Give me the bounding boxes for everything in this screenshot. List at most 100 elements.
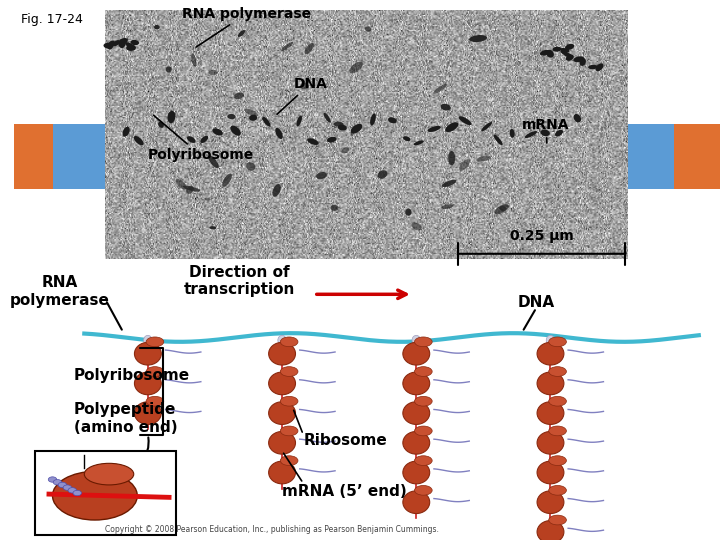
Ellipse shape: [493, 134, 503, 145]
Ellipse shape: [73, 490, 81, 496]
Ellipse shape: [442, 180, 456, 187]
Ellipse shape: [541, 130, 550, 136]
Ellipse shape: [204, 198, 211, 200]
Ellipse shape: [525, 131, 537, 138]
Ellipse shape: [560, 49, 567, 54]
Ellipse shape: [351, 124, 362, 133]
Ellipse shape: [118, 39, 126, 48]
Ellipse shape: [48, 477, 57, 482]
Text: RNA
polymerase: RNA polymerase: [9, 275, 109, 308]
Ellipse shape: [413, 140, 424, 145]
Ellipse shape: [68, 488, 76, 493]
Ellipse shape: [341, 147, 349, 153]
Ellipse shape: [580, 58, 586, 66]
Text: RNA polymerase: RNA polymerase: [182, 6, 311, 47]
Ellipse shape: [234, 92, 244, 99]
Ellipse shape: [222, 173, 232, 187]
Ellipse shape: [262, 117, 271, 126]
Ellipse shape: [146, 337, 163, 347]
Ellipse shape: [130, 40, 139, 45]
Ellipse shape: [546, 50, 554, 58]
Ellipse shape: [246, 162, 256, 171]
Ellipse shape: [269, 372, 295, 395]
Ellipse shape: [537, 342, 564, 365]
Ellipse shape: [323, 113, 331, 123]
Ellipse shape: [269, 431, 295, 454]
Ellipse shape: [411, 222, 422, 231]
Ellipse shape: [563, 52, 572, 58]
Ellipse shape: [272, 184, 281, 197]
Ellipse shape: [269, 461, 295, 484]
Ellipse shape: [238, 30, 246, 37]
Ellipse shape: [433, 84, 447, 94]
Ellipse shape: [305, 43, 314, 54]
Ellipse shape: [415, 485, 432, 495]
Text: Polyribosome: Polyribosome: [148, 115, 254, 163]
Ellipse shape: [125, 42, 135, 50]
Ellipse shape: [537, 431, 564, 454]
Ellipse shape: [555, 130, 563, 137]
Ellipse shape: [210, 226, 216, 230]
Ellipse shape: [192, 53, 197, 67]
Ellipse shape: [378, 170, 387, 179]
Ellipse shape: [107, 43, 113, 49]
Ellipse shape: [108, 40, 115, 48]
Ellipse shape: [415, 456, 432, 465]
Ellipse shape: [307, 138, 319, 145]
Ellipse shape: [403, 136, 410, 141]
Ellipse shape: [537, 461, 564, 484]
Ellipse shape: [209, 70, 217, 75]
Ellipse shape: [333, 122, 343, 126]
Ellipse shape: [403, 431, 430, 454]
Ellipse shape: [122, 126, 130, 137]
Ellipse shape: [573, 56, 585, 62]
Text: Fig. 17-24: Fig. 17-24: [21, 14, 83, 26]
Ellipse shape: [565, 44, 574, 50]
Ellipse shape: [365, 26, 372, 32]
Ellipse shape: [244, 109, 258, 116]
Ellipse shape: [441, 104, 451, 111]
Ellipse shape: [560, 48, 570, 52]
Ellipse shape: [120, 38, 128, 44]
Ellipse shape: [280, 337, 298, 347]
Ellipse shape: [448, 151, 455, 165]
Ellipse shape: [63, 485, 71, 490]
Ellipse shape: [574, 114, 581, 123]
Text: DNA: DNA: [518, 295, 555, 310]
Ellipse shape: [549, 426, 567, 436]
Text: Polyribosome: Polyribosome: [73, 368, 190, 383]
Ellipse shape: [135, 372, 161, 395]
Ellipse shape: [278, 335, 287, 345]
Ellipse shape: [412, 335, 420, 345]
Ellipse shape: [327, 137, 336, 143]
Ellipse shape: [428, 126, 441, 132]
Ellipse shape: [349, 62, 363, 73]
Ellipse shape: [113, 40, 120, 46]
Ellipse shape: [388, 117, 397, 123]
Ellipse shape: [481, 122, 492, 131]
Ellipse shape: [549, 396, 567, 406]
Ellipse shape: [552, 46, 562, 52]
Bar: [628, 124, 674, 189]
Ellipse shape: [338, 125, 347, 131]
Ellipse shape: [126, 45, 136, 51]
Ellipse shape: [280, 396, 298, 406]
Text: Ribosome: Ribosome: [303, 433, 387, 448]
Ellipse shape: [494, 204, 508, 214]
Ellipse shape: [208, 156, 219, 168]
Ellipse shape: [212, 129, 223, 136]
Ellipse shape: [537, 402, 564, 424]
Text: 0.25 μm: 0.25 μm: [510, 229, 574, 243]
Ellipse shape: [58, 482, 67, 488]
Ellipse shape: [330, 205, 338, 211]
Ellipse shape: [146, 367, 163, 376]
Ellipse shape: [166, 66, 172, 72]
Ellipse shape: [146, 396, 163, 406]
Ellipse shape: [549, 337, 567, 347]
Ellipse shape: [370, 113, 376, 125]
Ellipse shape: [549, 367, 567, 376]
Ellipse shape: [546, 335, 554, 345]
Ellipse shape: [280, 367, 298, 376]
Ellipse shape: [200, 136, 208, 143]
Ellipse shape: [415, 426, 432, 436]
